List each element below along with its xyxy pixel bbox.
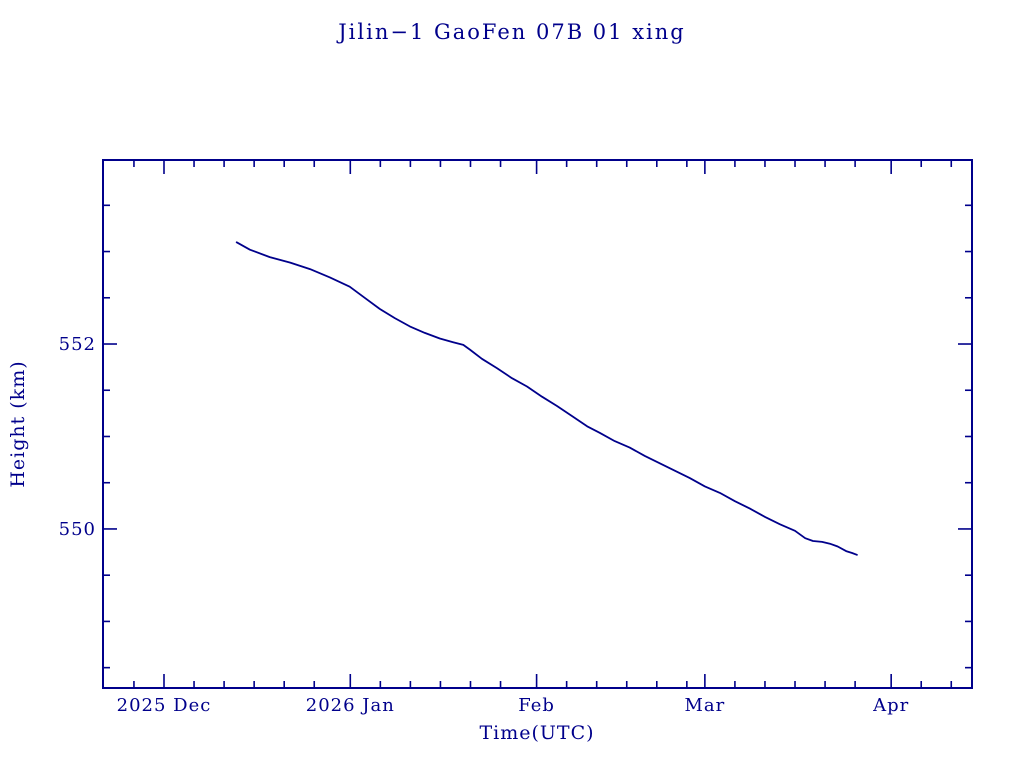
- y-axis-label: Height (km): [7, 360, 29, 487]
- y-tick-label: 550: [59, 519, 96, 540]
- axis-tick-labels: 2025 Dec 2026 Jan Feb Mar Apr 550 552: [59, 334, 909, 716]
- height-curve: [235, 241, 858, 556]
- x-axis-label: Time(UTC): [479, 722, 594, 744]
- x-tick-label: 2025 Dec: [117, 695, 212, 716]
- plot-frame-rect: [102, 159, 973, 689]
- data-series: [235, 241, 858, 556]
- x-tick-label: Mar: [684, 695, 725, 716]
- x-tick-label: Feb: [518, 695, 555, 716]
- y-tick-label: 552: [59, 334, 96, 355]
- plot-frame: [102, 159, 973, 689]
- x-tick-label: 2026 Jan: [306, 695, 395, 716]
- chart-title: Jilin−1 GaoFen 07B 01 xing: [336, 20, 685, 44]
- x-tick-label: Apr: [872, 695, 909, 716]
- axis-ticks: [103, 160, 972, 688]
